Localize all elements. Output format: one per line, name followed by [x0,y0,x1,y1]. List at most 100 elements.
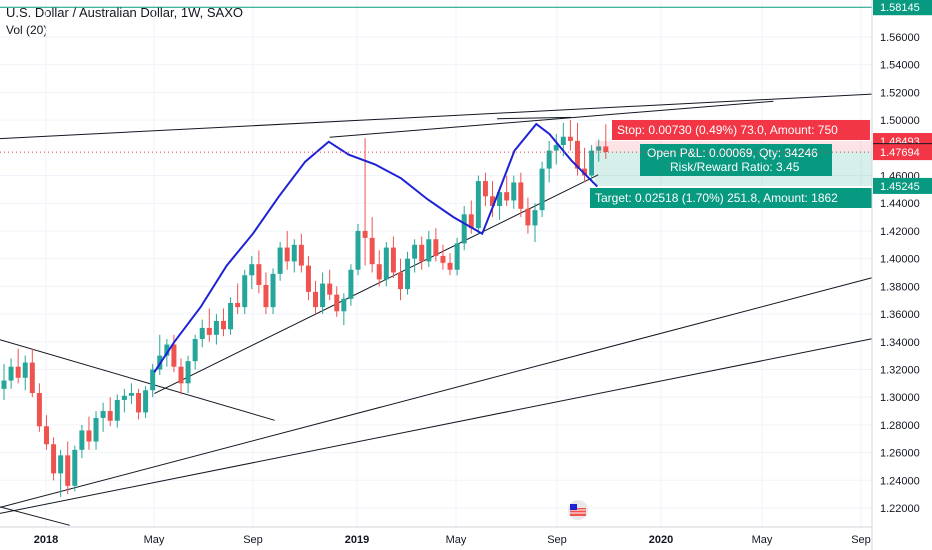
candle-body [397,272,403,290]
price-tick-label: 1.44000 [880,198,920,210]
candle [143,386,149,418]
candle [405,251,411,295]
candle [121,388,127,413]
candle [447,253,453,276]
time-tick-label: 2019 [345,534,369,546]
candle [376,250,382,287]
candle [454,237,460,276]
candle [199,319,205,348]
candle [178,358,184,395]
candle-body [284,247,290,262]
candle-body [58,455,64,474]
candle-body [320,283,326,308]
candle [390,236,396,279]
candle [504,175,510,207]
candle-body [383,247,389,280]
trendline[interactable] [0,506,70,526]
candle [518,172,524,218]
candle-body [107,411,113,421]
candle [228,297,234,335]
time-tick-label: Sep [547,534,567,546]
candle [582,147,588,183]
candle-body [199,327,205,339]
candle [383,242,389,287]
candle [107,397,113,427]
candle [36,383,42,432]
candle [150,363,156,398]
candle [298,233,304,273]
target-label: Target: 0.02518 (1.70%) 251.8, Amount: 1… [595,191,838,205]
trendline[interactable] [0,338,873,514]
candle [128,383,134,405]
candle [482,172,488,207]
long-short-position-tool[interactable]: Stop: 0.00730 (0.49%) 73.0, Amount: 750 … [590,120,872,208]
trendline[interactable] [329,100,774,138]
candle-body [560,136,566,146]
candle-body [213,320,219,335]
candle-body [518,182,524,209]
price-tick-label: 1.30000 [880,392,920,404]
candle-body [589,150,595,176]
candle [305,255,311,301]
trendline[interactable] [154,174,599,395]
time-tick-label: 2020 [649,534,673,546]
candle-body [461,214,467,244]
candle-body [192,338,198,362]
time-axis[interactable]: 2018 May Sep 2019 May Sep 2020 May Sep [34,534,871,546]
candle-body [504,192,510,201]
candles [1,120,609,497]
trendline[interactable] [0,93,873,140]
candle [22,355,28,391]
candle [511,175,517,209]
candle [1,363,7,400]
candle [185,355,191,394]
candle [475,175,481,234]
candle [589,145,595,182]
candle [100,402,106,432]
candle [397,258,403,301]
price-tick-label: 1.56000 [880,32,920,44]
candle [284,230,290,270]
candle [426,230,432,267]
candle [206,308,212,342]
trendline[interactable] [0,277,873,508]
pnl-label-box [640,144,832,176]
candle [567,120,573,151]
candle [263,272,269,315]
price-tick-label: 1.38000 [880,281,920,293]
risk-reward-label: Risk/Reward Ratio: 3.45 [670,160,800,174]
price-tick-label: 1.24000 [880,475,920,487]
time-tick-label: Sep [243,534,263,546]
candle [65,441,71,495]
candle [412,239,418,273]
time-tick-label: 2018 [34,534,58,546]
projection-curve [153,122,599,373]
trendline[interactable] [497,116,572,120]
time-tick-label: May [446,534,467,546]
price-axis[interactable]: 1.22000 1.24000 1.26000 1.28000 1.30000 1.320… [880,32,920,515]
candle [29,348,35,398]
candle [8,358,14,389]
price-tick-label: 1.36000 [880,309,920,321]
candle-body [539,168,545,211]
candle [72,445,78,492]
open-pnl-label: Open P&L: 0.00069, Qty: 34246 [647,146,818,160]
candle [114,394,120,428]
price-tick-label: 1.28000 [880,420,920,432]
candle [86,416,92,450]
candle [341,293,347,326]
candle-body [291,244,297,262]
candle [58,449,64,497]
candle [546,140,552,183]
candle-body [65,455,71,486]
candle-body [553,145,559,151]
candle-body [546,150,552,169]
candle [433,228,439,262]
candle [15,348,21,384]
trendline[interactable] [0,339,275,421]
candle-body [143,390,149,413]
candle-body [270,273,276,308]
candle-body [277,247,283,274]
